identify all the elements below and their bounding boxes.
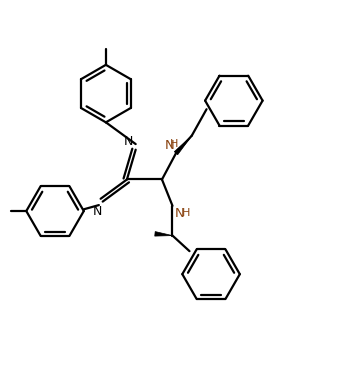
Text: N: N xyxy=(93,205,102,218)
Text: N: N xyxy=(123,135,133,148)
Text: N: N xyxy=(175,207,184,220)
Polygon shape xyxy=(155,232,172,236)
Text: H: H xyxy=(170,139,178,149)
Text: H: H xyxy=(182,208,190,218)
Polygon shape xyxy=(174,136,192,155)
Text: N: N xyxy=(165,139,175,152)
